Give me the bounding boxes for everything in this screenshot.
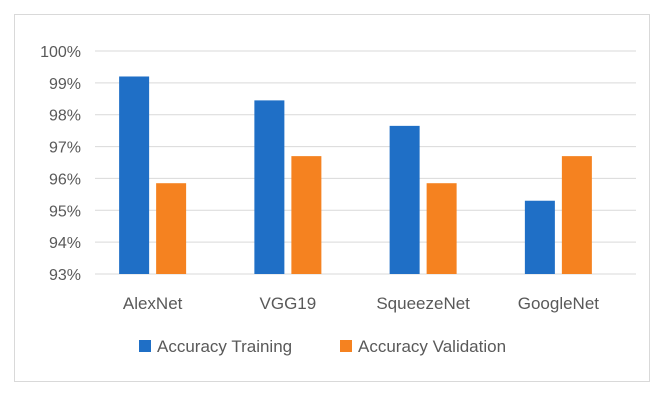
bar-validation [426, 183, 457, 274]
y-tick-label: 100% [40, 44, 81, 61]
legend-label: Accuracy Training [157, 337, 292, 356]
y-tick-label: 94% [49, 235, 81, 252]
category-label: GoogleNet [518, 294, 600, 313]
y-tick-label: 96% [49, 171, 81, 188]
y-tick-label: 97% [49, 140, 81, 157]
y-tick-label: 98% [49, 108, 81, 125]
category-label: VGG19 [260, 294, 317, 313]
bar-training [254, 100, 285, 274]
legend-label: Accuracy Validation [358, 337, 506, 356]
y-tick-label: 95% [49, 203, 81, 220]
category-label: AlexNet [123, 294, 183, 313]
legend-swatch [139, 340, 151, 352]
bar-training [389, 125, 420, 274]
y-tick-label: 93% [49, 267, 81, 284]
bar-training [119, 76, 150, 274]
bar-validation [291, 156, 322, 274]
bar-validation [561, 156, 592, 274]
bar-training [524, 200, 555, 274]
bar-validation [156, 183, 187, 274]
legend-swatch [340, 340, 352, 352]
y-tick-label: 99% [49, 76, 81, 93]
category-label: SqueezeNet [376, 294, 470, 313]
